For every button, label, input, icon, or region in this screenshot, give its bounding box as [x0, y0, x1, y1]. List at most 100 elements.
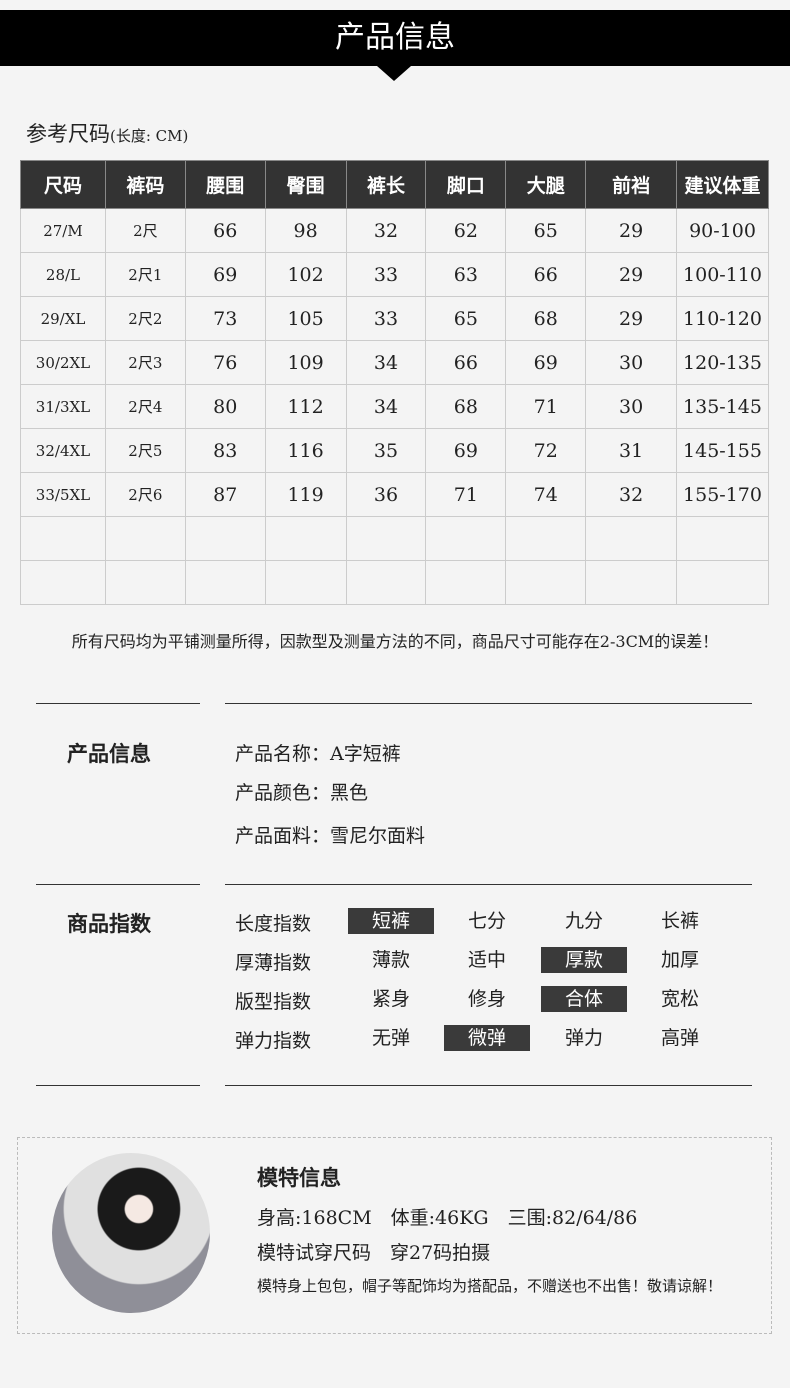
index-option-selected: 厚款	[541, 947, 627, 973]
table-cell: 32	[585, 472, 678, 517]
index-option: 修身	[467, 988, 506, 1010]
column-header: 臀围	[264, 160, 347, 209]
table-cell	[184, 560, 266, 605]
index-option: 七分	[467, 910, 506, 932]
column-header: 裤码	[104, 160, 186, 209]
product-name: 产品名称：A字短裤	[235, 743, 401, 765]
table-row: 28/L 2尺1 69 102 33 63 66 29 100-110	[20, 252, 769, 297]
index-option: 适中	[467, 949, 506, 971]
table-cell: 31	[585, 428, 678, 473]
table-cell: 112	[264, 384, 347, 429]
table-row: 30/2XL 2尺3 76 109 34 66 69 30 120-135	[20, 340, 769, 385]
table-cell: 68	[505, 296, 587, 341]
table-cell	[676, 516, 769, 561]
divider	[225, 884, 752, 885]
table-cell: 83	[184, 428, 266, 473]
index-option: 高弹	[660, 1027, 699, 1049]
table-cell: 71	[425, 472, 507, 517]
column-header: 前裆	[585, 160, 678, 209]
table-cell	[585, 516, 678, 561]
table-cell	[184, 516, 266, 561]
table-cell: 105	[264, 296, 347, 341]
table-cell: 34	[345, 384, 427, 429]
table-cell: 27/M	[20, 208, 106, 253]
table-cell: 29	[585, 252, 678, 297]
table-row	[20, 560, 769, 605]
index-label: 弹力指数	[235, 1030, 312, 1052]
table-cell: 65	[505, 208, 587, 253]
size-chart-heading: 参考尺码	[26, 122, 110, 146]
table-cell: 87	[184, 472, 266, 517]
index-option: 九分	[564, 910, 603, 932]
table-cell	[20, 560, 106, 605]
divider	[36, 703, 200, 704]
table-cell: 32	[345, 208, 427, 253]
table-cell: 135-145	[676, 384, 769, 429]
table-cell: 30/2XL	[20, 340, 106, 385]
measurement-note: 所有尺码均为平铺测量所得，因款型及测量方法的不同，商品尺寸可能存在2-3CM的误…	[71, 632, 719, 651]
table-cell	[676, 560, 769, 605]
table-cell: 74	[505, 472, 587, 517]
table-cell	[345, 560, 427, 605]
column-header: 腰围	[184, 160, 266, 209]
table-cell: 110-120	[676, 296, 769, 341]
divider	[225, 1085, 752, 1086]
table-cell	[505, 560, 587, 605]
table-cell: 35	[345, 428, 427, 473]
indices-heading: 商品指数	[67, 911, 151, 936]
table-cell: 30	[585, 384, 678, 429]
table-cell: 2尺	[104, 208, 186, 253]
index-option: 弹力	[564, 1027, 603, 1049]
table-cell: 155-170	[676, 472, 769, 517]
column-header: 尺码	[20, 160, 106, 209]
divider	[225, 703, 752, 704]
index-label: 厚薄指数	[235, 952, 312, 974]
index-label: 版型指数	[235, 991, 312, 1013]
table-cell: 71	[505, 384, 587, 429]
table-cell: 2尺3	[104, 340, 186, 385]
table-row: 33/5XL 2尺6 87 119 36 71 74 32 155-170	[20, 472, 769, 517]
table-cell: 72	[505, 428, 587, 473]
table-cell: 2尺4	[104, 384, 186, 429]
table-cell: 29/XL	[20, 296, 106, 341]
table-cell: 28/L	[20, 252, 106, 297]
index-label: 长度指数	[235, 913, 312, 935]
table-cell	[505, 516, 587, 561]
table-cell: 29	[585, 296, 678, 341]
size-chart-unit: (长度: CM)	[110, 127, 189, 145]
table-cell	[425, 560, 507, 605]
table-cell: 29	[585, 208, 678, 253]
table-cell: 34	[345, 340, 427, 385]
banner-arrow	[377, 66, 411, 81]
table-cell: 119	[264, 472, 347, 517]
table-cell: 30	[585, 340, 678, 385]
product-info-heading: 产品信息	[67, 741, 151, 766]
table-cell: 66	[425, 340, 507, 385]
index-option-selected: 微弹	[444, 1025, 530, 1051]
table-cell: 2尺6	[104, 472, 186, 517]
table-cell: 2尺5	[104, 428, 186, 473]
table-row: 32/4XL 2尺5 83 116 35 69 72 31 145-155	[20, 428, 769, 473]
table-cell: 36	[345, 472, 427, 517]
table-cell: 33	[345, 296, 427, 341]
table-cell: 69	[184, 252, 266, 297]
table-cell: 31/3XL	[20, 384, 106, 429]
model-size: 模特试穿尺码 穿27码拍摄	[257, 1242, 491, 1264]
table-cell	[104, 516, 186, 561]
table-cell	[585, 560, 678, 605]
table-cell: 109	[264, 340, 347, 385]
table-cell: 102	[264, 252, 347, 297]
table-cell: 76	[184, 340, 266, 385]
table-cell	[264, 560, 347, 605]
table-cell	[345, 516, 427, 561]
table-row: 29/XL 2尺2 73 105 33 65 68 29 110-120	[20, 296, 769, 341]
table-cell	[104, 560, 186, 605]
index-option-selected: 合体	[541, 986, 627, 1012]
product-color: 产品颜色：黑色	[235, 782, 369, 804]
model-stats: 身高:168CM 体重:46KG 三围:82/64/86	[257, 1207, 638, 1229]
index-option: 紧身	[371, 988, 410, 1010]
column-header: 裤长	[345, 160, 427, 209]
table-cell: 145-155	[676, 428, 769, 473]
table-cell: 69	[505, 340, 587, 385]
table-cell: 98	[264, 208, 347, 253]
